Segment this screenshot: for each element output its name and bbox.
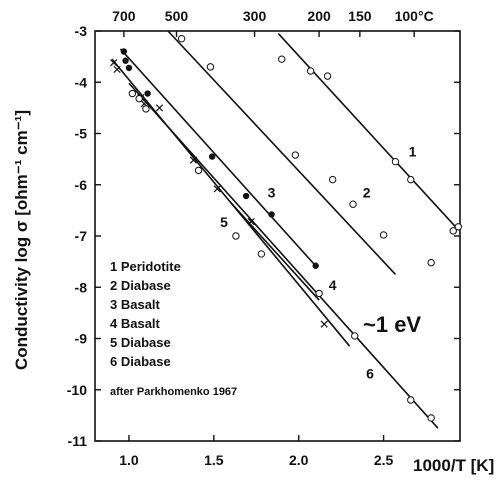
y-tick-label: -7 bbox=[75, 228, 88, 244]
data-point bbox=[242, 192, 250, 200]
data-points bbox=[110, 34, 463, 422]
data-point bbox=[427, 414, 435, 422]
data-point bbox=[206, 63, 215, 71]
y-tick-label: -9 bbox=[75, 331, 88, 347]
axis-ticks bbox=[95, 30, 460, 442]
data-point bbox=[122, 57, 129, 64]
fit-line-6 bbox=[128, 82, 439, 429]
y-tick-label: -11 bbox=[68, 433, 88, 449]
data-point bbox=[349, 200, 357, 208]
data-point bbox=[144, 90, 151, 97]
y-tick-label: -10 bbox=[67, 382, 87, 398]
fit-line-4 bbox=[230, 202, 320, 301]
data-point bbox=[407, 396, 415, 404]
data-point bbox=[247, 218, 255, 226]
data-point bbox=[142, 105, 150, 113]
fit-line-1 bbox=[277, 33, 459, 231]
fit-line-3 bbox=[119, 48, 318, 269]
data-point bbox=[155, 104, 164, 112]
data-point bbox=[320, 320, 328, 328]
top-axis-label: 200 bbox=[307, 8, 331, 24]
series-label-6: 6 bbox=[366, 365, 374, 381]
x-axis-title: 1000/T [K] bbox=[413, 456, 494, 475]
data-point bbox=[391, 157, 400, 166]
data-point bbox=[306, 67, 315, 75]
data-point bbox=[323, 72, 332, 80]
series-label-2: 2 bbox=[363, 185, 371, 201]
top-axis-label: 100°C bbox=[395, 8, 434, 24]
legend-entry: 5 Diabase bbox=[110, 335, 171, 350]
y-tick-label: -5 bbox=[75, 126, 88, 142]
series-label-1: 1 bbox=[409, 144, 417, 160]
data-point bbox=[177, 34, 186, 43]
data-point bbox=[189, 156, 198, 164]
data-point bbox=[328, 175, 337, 184]
data-point bbox=[232, 232, 240, 240]
top-axis-label: 300 bbox=[243, 8, 267, 24]
data-point bbox=[351, 332, 359, 340]
data-point bbox=[427, 258, 435, 267]
data-point bbox=[120, 48, 128, 55]
data-point bbox=[208, 153, 216, 160]
data-point bbox=[449, 227, 457, 235]
x-tick-label: 2.0 bbox=[289, 452, 309, 468]
data-point bbox=[257, 250, 266, 258]
data-point bbox=[268, 211, 275, 218]
legend-entry: 4 Basalt bbox=[110, 316, 161, 331]
legend-entry: 3 Basalt bbox=[110, 297, 161, 312]
legend: 1 Peridotite 2 Diabase 3 Basalt 4 Basalt… bbox=[110, 259, 181, 369]
fit-lines bbox=[111, 30, 459, 429]
data-point bbox=[315, 289, 323, 298]
data-point bbox=[278, 55, 286, 63]
data-point bbox=[125, 64, 133, 72]
data-point bbox=[110, 59, 118, 67]
top-axis-label: 150 bbox=[348, 8, 372, 24]
data-point bbox=[113, 65, 121, 74]
data-point bbox=[213, 185, 221, 193]
y-axis-title: Conductivity log σ [ohm⁻¹ cm⁻¹] bbox=[12, 110, 31, 370]
y-tick-label: -3 bbox=[75, 23, 88, 39]
data-point bbox=[312, 262, 319, 269]
y-tick-label: -8 bbox=[75, 279, 88, 295]
fit-line-5 bbox=[111, 58, 351, 347]
data-point bbox=[407, 175, 415, 184]
activation-energy-annotation: ~1 eV bbox=[363, 312, 421, 337]
top-axis-label: 700 bbox=[112, 8, 136, 24]
fit-line-2 bbox=[167, 30, 397, 275]
legend-entry: 6 Diabase bbox=[110, 354, 171, 369]
x-tick-label: 1.5 bbox=[204, 452, 224, 468]
top-axis-label: 500 bbox=[165, 8, 189, 24]
legend-entry: 1 Peridotite bbox=[110, 259, 181, 274]
data-point bbox=[128, 89, 137, 98]
tick-labels: -3 -4 -5 -6 -7 -8 -9 -10 -11 1.0 1.5 2.0 2.5 700 500 30… bbox=[67, 8, 434, 468]
legend-entry: 2 Diabase bbox=[110, 278, 171, 293]
series-label-4: 4 bbox=[329, 277, 337, 293]
data-point bbox=[454, 223, 463, 231]
y-tick-label: -4 bbox=[75, 74, 88, 90]
data-point bbox=[291, 151, 300, 159]
series-label-3: 3 bbox=[268, 185, 276, 201]
x-tick-label: 2.5 bbox=[374, 452, 394, 468]
data-point bbox=[194, 166, 203, 175]
data-point bbox=[379, 231, 388, 239]
y-tick-label: -6 bbox=[75, 177, 88, 193]
x-tick-label: 1.0 bbox=[119, 452, 139, 468]
series-label-5: 5 bbox=[220, 214, 228, 230]
source-note: after Parkhomenko 1967 bbox=[110, 386, 237, 398]
data-point bbox=[135, 94, 143, 103]
